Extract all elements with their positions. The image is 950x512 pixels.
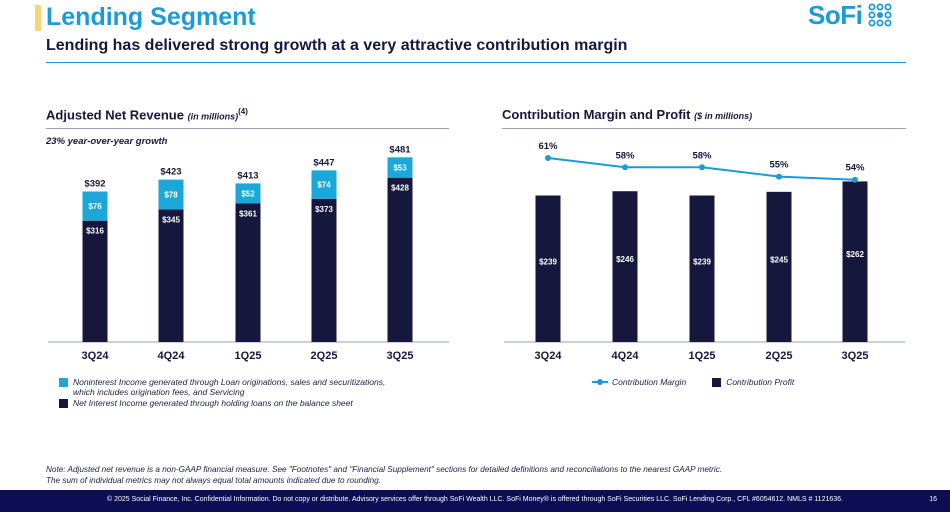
revenue-label-noninterest: $52 — [241, 189, 255, 198]
footer-bar: © 2025 Social Finance, Inc. Confidential… — [0, 490, 950, 512]
revenue-footnote-ref: (4) — [238, 107, 248, 116]
legend-noninterest-line1: Noninterest Income generated through Loa… — [73, 377, 386, 387]
revenue-bar-net-interest — [235, 203, 261, 342]
title-accent-bar — [35, 5, 41, 31]
revenue-bar-net-interest — [387, 177, 413, 342]
contribution-margin-label: 58% — [615, 150, 635, 161]
revenue-total-label: $413 — [237, 170, 258, 181]
revenue-x-tick: 1Q25 — [235, 350, 262, 362]
page-number: 16 — [929, 496, 937, 503]
revenue-bar-noninterest — [311, 170, 337, 199]
footnote: Note: Adjusted net revenue is a non-GAAP… — [46, 465, 906, 486]
contribution-chart-title-text: Contribution Margin and Profit — [502, 107, 691, 122]
contribution-profit-bar — [612, 191, 638, 342]
contribution-profit-bar — [689, 195, 715, 342]
revenue-x-tick: 3Q25 — [387, 350, 414, 362]
sofi-dots-icon — [868, 3, 892, 27]
revenue-total-label: $392 — [84, 179, 105, 190]
legend-margin-label: Contribution Margin — [612, 377, 687, 387]
legend-line-key — [592, 379, 608, 385]
revenue-total-label: $481 — [389, 144, 411, 155]
contribution-margin-point — [776, 173, 782, 180]
contribution-chart-rule — [502, 128, 906, 129]
contribution-profit-label: $239 — [693, 257, 711, 266]
revenue-legend: Noninterest Income generated through Loa… — [59, 377, 433, 409]
revenue-chart-title-text: Adjusted Net Revenue — [46, 107, 184, 123]
legend-bar-key — [712, 377, 722, 387]
revenue-chart-unit: (in millions) — [187, 111, 239, 122]
revenue-label-net-interest: $428 — [391, 184, 409, 193]
contribution-x-tick: 2Q25 — [766, 350, 793, 362]
legend-noninterest: Noninterest Income generated through Loa… — [59, 377, 433, 397]
contribution-margin-point — [622, 164, 628, 171]
contribution-margin-label: 55% — [769, 160, 789, 171]
contribution-profit-bar — [842, 181, 868, 342]
contribution-profit-bar — [535, 195, 561, 342]
contribution-x-tick: 1Q25 — [689, 350, 716, 362]
revenue-label-net-interest: $316 — [86, 227, 104, 236]
contribution-margin-label: 54% — [845, 163, 865, 174]
revenue-bar-noninterest — [82, 191, 108, 221]
legend-net-interest-text: Net Interest Income generated through ho… — [73, 398, 353, 408]
growth-note: 23% year-over-year growth — [46, 136, 168, 147]
revenue-bar-noninterest — [158, 179, 184, 210]
revenue-chart-rule — [46, 128, 449, 129]
contribution-profit-label: $245 — [770, 255, 788, 264]
legend-noninterest-line2: which includes origination fees, and Ser… — [73, 387, 245, 397]
revenue-total-label: $423 — [160, 167, 181, 178]
contribution-profit-label: $246 — [616, 255, 634, 264]
revenue-label-net-interest: $361 — [239, 209, 257, 218]
contribution-margin-point — [699, 164, 705, 171]
contribution-chart-unit: ($ in millions) — [694, 111, 753, 121]
revenue-total-label: $447 — [313, 157, 334, 168]
revenue-label-noninterest: $74 — [317, 181, 331, 190]
footer-text: © 2025 Social Finance, Inc. Confidential… — [107, 496, 843, 503]
revenue-label-noninterest: $78 — [164, 191, 178, 200]
revenue-bar-noninterest — [387, 157, 413, 178]
revenue-bar-net-interest — [311, 198, 337, 342]
revenue-bar-noninterest — [235, 183, 261, 204]
revenue-label-noninterest: $76 — [88, 202, 102, 211]
contribution-profit-label: $239 — [539, 257, 557, 266]
logo-text: SoFi — [808, 0, 863, 30]
revenue-chart-title: Adjusted Net Revenue (in millions)(4) — [46, 107, 248, 122]
footnote-line1: Note: Adjusted net revenue is a non-GAAP… — [46, 465, 723, 474]
contribution-margin-label: 58% — [692, 150, 712, 161]
legend-swatch-noninterest — [59, 378, 68, 387]
revenue-x-tick: 3Q24 — [82, 350, 110, 362]
contribution-margin-line — [547, 157, 856, 181]
legend-profit-label: Contribution Profit — [726, 377, 795, 387]
contribution-legend: Contribution Margin Contribution Profit — [592, 377, 794, 387]
page-title: Lending Segment — [46, 3, 256, 31]
legend-swatch-net-interest — [59, 399, 68, 408]
contribution-chart-title: Contribution Margin and Profit ($ in mil… — [502, 107, 752, 122]
revenue-x-tick: 4Q24 — [158, 350, 186, 362]
revenue-bar-net-interest — [82, 220, 108, 342]
revenue-label-noninterest: $53 — [393, 164, 407, 173]
contribution-margin-point — [545, 155, 551, 161]
contribution-margin-point — [852, 176, 858, 183]
contribution-margin-label: 61% — [538, 141, 558, 152]
contribution-x-tick: 3Q25 — [842, 350, 869, 362]
revenue-bar-net-interest — [158, 209, 184, 342]
revenue-x-tick: 2Q25 — [311, 350, 338, 362]
revenue-label-net-interest: $373 — [315, 205, 333, 214]
sofi-logo: SoFi — [808, 0, 892, 30]
contribution-x-tick: 4Q24 — [612, 350, 640, 362]
page-subtitle: Lending has delivered strong growth at a… — [46, 37, 628, 54]
contribution-profit-bar — [766, 191, 792, 342]
revenue-label-net-interest: $345 — [162, 216, 180, 225]
contribution-profit-label: $262 — [846, 250, 864, 259]
contribution-x-tick: 3Q24 — [535, 350, 563, 362]
legend-net-interest: Net Interest Income generated through ho… — [59, 398, 433, 408]
footnote-line2: The sum of individual metrics may not al… — [46, 475, 381, 485]
header-divider — [46, 62, 906, 63]
